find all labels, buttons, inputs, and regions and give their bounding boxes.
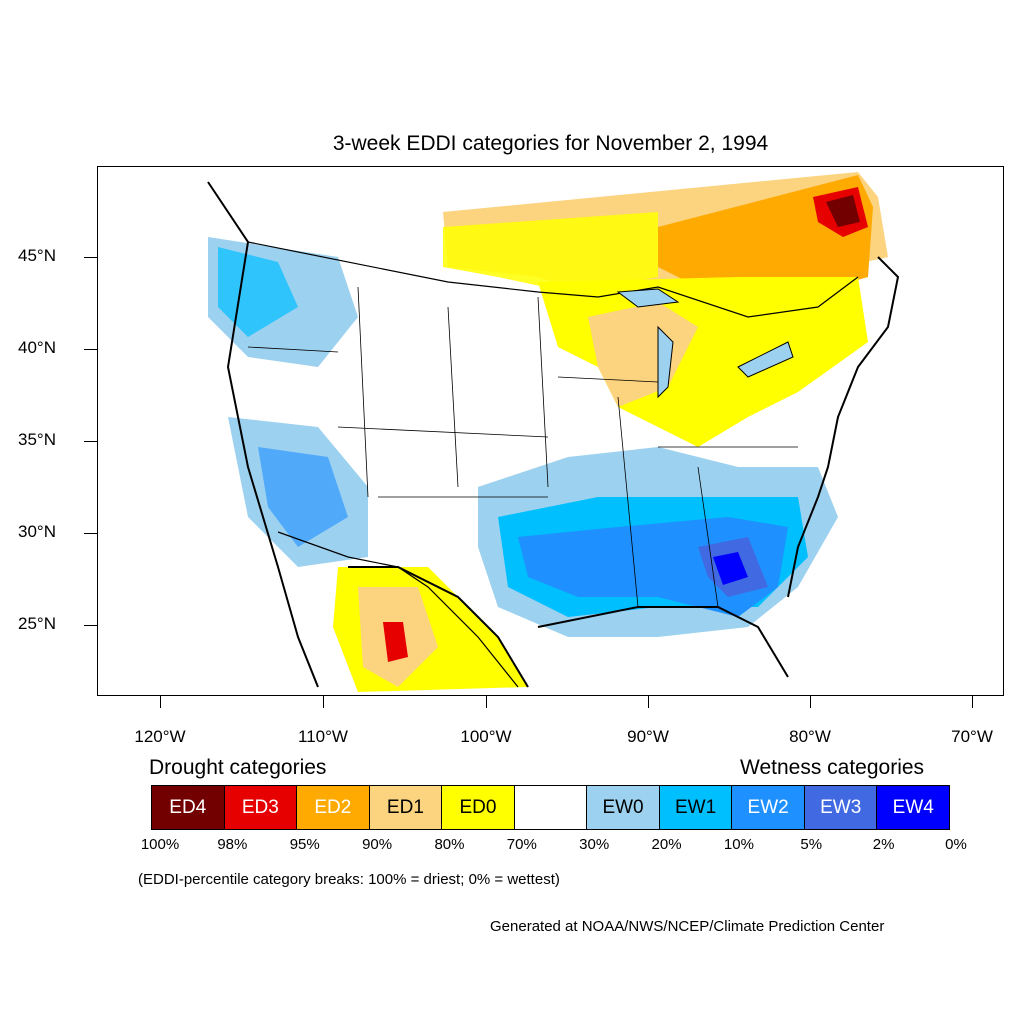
canada-ed0-band [443, 212, 658, 292]
lon-tick [972, 696, 973, 708]
eddi-map [207, 172, 900, 692]
percentile-break-label: 5% [800, 836, 823, 853]
legend-swatch-ew2: EW2 [732, 786, 805, 829]
us-mexico-border [277, 531, 519, 688]
lon-label-110: 110°W [298, 727, 348, 746]
lat-label-35: 35°N [18, 430, 56, 449]
legend-swatch-ed0: ED0 [442, 786, 515, 829]
percentile-break-label: 70% [506, 836, 537, 853]
lon-label-80: 80°W [789, 727, 831, 746]
lon-tick [160, 696, 161, 708]
lon-label-100: 100°W [460, 727, 512, 746]
lon-tick [648, 696, 649, 708]
percentile-break-label: 0% [945, 836, 967, 853]
percentile-break-label: 10% [723, 836, 754, 853]
percentile-break-label: 20% [651, 836, 682, 853]
greatlakes-ed1-region [588, 302, 698, 407]
lon-tick [323, 696, 324, 708]
canada-ed4-region [826, 195, 860, 227]
lon-label-90: 90°W [627, 727, 669, 746]
percentile-break-label: 90% [362, 836, 393, 853]
lat-label-40: 40°N [18, 338, 56, 357]
mexico-ed3-region [383, 622, 408, 662]
lat-label-25: 25°N [18, 614, 56, 633]
southeast-ew4-region [713, 552, 748, 585]
northwest-ew1-region [218, 247, 298, 337]
percentile-break-label: 95% [289, 836, 320, 853]
percentile-break-label: 80% [434, 836, 465, 853]
lon-tick [486, 696, 487, 708]
percentile-break-label: 100% [140, 836, 180, 853]
lon-label-120: 120°W [134, 727, 186, 746]
lat-tick [84, 625, 97, 626]
percentile-break-label: 30% [579, 836, 610, 853]
wetness-categories-heading: Wetness categories [740, 756, 925, 779]
legend-swatch-ew3: EW3 [804, 786, 878, 829]
legend-swatch-ew4: EW4 [877, 786, 950, 829]
lat-tick [84, 533, 97, 534]
southeast-ew2-region [518, 517, 788, 617]
lon-label-70: 70°W [951, 727, 993, 746]
lat-tick [84, 257, 97, 258]
legend-swatch-ed1: ED1 [369, 786, 443, 829]
percentile-break-label: 2% [872, 836, 895, 853]
lat-tick [84, 349, 97, 350]
percentile-break-label: 98% [217, 836, 248, 853]
lat-label-45: 45°N [18, 246, 56, 265]
credit-line: Generated at NOAA/NWS/NCEP/Climate Predi… [490, 918, 885, 935]
drought-categories-heading: Drought categories [149, 756, 327, 779]
southwest-ew1-region [258, 447, 348, 547]
legend-note: (EDDI-percentile category breaks: 100% =… [138, 871, 560, 888]
map-title: 3-week EDDI categories for November 2, 1… [332, 132, 769, 155]
category-legend: ED4 ED3 ED2 ED1 ED0 EW0 EW1 EW2 EW3 EW4 [151, 785, 950, 830]
coastline [207, 181, 900, 688]
great-lakes [616, 288, 794, 399]
legend-swatch-ed2: ED2 [297, 786, 370, 829]
lon-tick [810, 696, 811, 708]
legend-swatch-ew1: EW1 [659, 786, 733, 829]
legend-swatch-ed4: ED4 [152, 786, 225, 829]
state-lines [247, 286, 798, 608]
map-panel [97, 166, 1004, 696]
lat-label-30: 30°N [18, 522, 56, 541]
legend-swatch-ed3: ED3 [224, 786, 298, 829]
lat-tick [84, 441, 97, 442]
legend-swatch-neutral [514, 786, 588, 829]
legend-swatch-ew0: EW0 [587, 786, 660, 829]
